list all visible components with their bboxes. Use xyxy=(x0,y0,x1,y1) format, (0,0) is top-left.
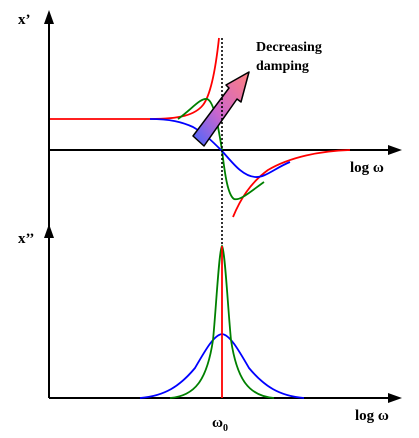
upper-blue-curve xyxy=(149,118,291,178)
resonance-frequency-label: ω0 xyxy=(212,415,228,434)
upper-red-curve-right xyxy=(232,149,351,218)
upper-x-axis-arrowhead xyxy=(388,145,402,155)
resonance-frequency-symbol: ω xyxy=(212,415,223,431)
arrow-label-line1: Decreasing xyxy=(256,40,322,55)
lower-x-axis-arrowhead xyxy=(388,393,402,403)
lower-panel: x’’ log ω ω0 xyxy=(18,224,402,434)
lower-y-axis-arrowhead xyxy=(44,224,54,238)
lower-x-label: log ω xyxy=(355,408,389,424)
upper-red-curve-left xyxy=(50,37,220,120)
upper-y-label: x’ xyxy=(18,12,31,28)
upper-panel: x’ log ω Decreasing damping xyxy=(18,10,402,235)
lower-y-label: x’’ xyxy=(18,231,34,247)
decreasing-damping-arrow xyxy=(192,71,250,147)
arrow-label-line2: damping xyxy=(256,59,309,74)
upper-y-axis-arrowhead xyxy=(44,10,54,24)
upper-x-label: log ω xyxy=(350,160,384,176)
resonance-frequency-subscript: 0 xyxy=(223,423,228,434)
